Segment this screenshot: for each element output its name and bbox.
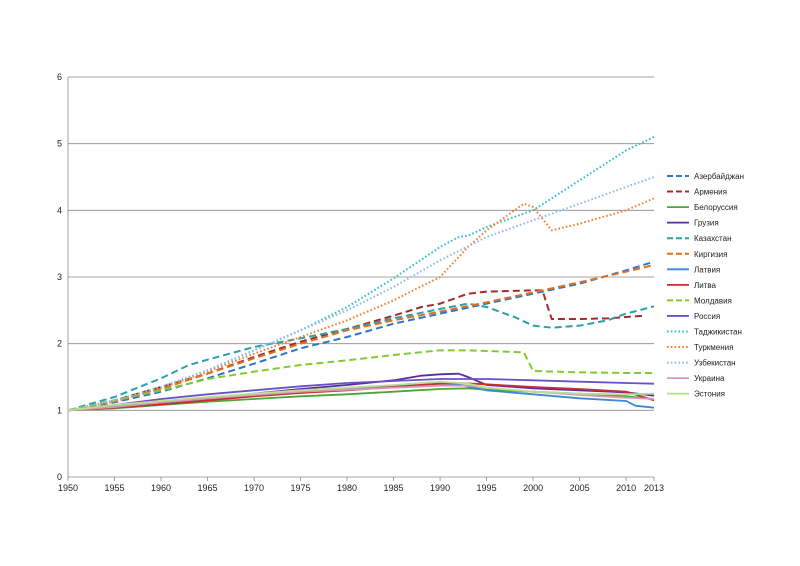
y-tick-label: 3 <box>57 272 62 282</box>
x-tick-label: 1985 <box>384 483 404 493</box>
legend: Азербайджан Армения Белоруссия Грузия Казахс… <box>667 172 744 399</box>
x-tick-label: 1950 <box>58 483 78 493</box>
legend-label: Туркмения <box>694 343 733 352</box>
x-tick-label: 1990 <box>430 483 450 493</box>
legend-label: Киргизия <box>694 250 727 259</box>
x-tick-label: 1970 <box>244 483 264 493</box>
x-tick-label: 2010 <box>616 483 636 493</box>
y-tick-label: 5 <box>57 139 62 149</box>
legend-label: Азербайджан <box>694 172 744 181</box>
legend-label: Россия <box>694 312 720 321</box>
legend-label: Грузия <box>694 219 719 228</box>
x-tick-label: 2013 <box>644 483 664 493</box>
series-line-14 <box>67 380 655 412</box>
series-line-9 <box>67 378 655 412</box>
legend-label: Литва <box>694 281 717 290</box>
y-tick-label: 4 <box>57 205 62 215</box>
x-tick-label: 2005 <box>570 483 590 493</box>
legend-label: Эстония <box>694 390 725 399</box>
x-tick-label: 1955 <box>104 483 124 493</box>
series-line-4 <box>67 302 655 412</box>
legend-label: Украина <box>694 374 725 383</box>
gridlines <box>68 76 654 411</box>
x-tick-label: 2000 <box>523 483 543 493</box>
series-line-11 <box>67 197 655 412</box>
series-line-8 <box>67 349 654 412</box>
legend-label: Таджикистан <box>694 328 742 337</box>
y-axis-ticks: 0 1 2 3 4 5 6 <box>57 72 62 482</box>
axes <box>67 77 654 478</box>
legend-label: Молдавия <box>694 296 732 305</box>
x-axis-ticks: 1950 1955 1960 1965 1970 1975 1980 1985 1990 1995… <box>58 477 664 493</box>
legend-label: Казахстан <box>694 234 732 243</box>
x-tick-label: 1960 <box>151 483 171 493</box>
series-line-12 <box>67 176 655 412</box>
legend-label: Белоруссия <box>694 203 738 212</box>
y-tick-label: 0 <box>57 472 62 482</box>
x-tick-label: 1965 <box>198 483 218 493</box>
x-tick-label: 1995 <box>477 483 497 493</box>
x-tick-label: 1975 <box>291 483 311 493</box>
y-tick-label: 6 <box>57 72 62 82</box>
x-tick-label: 1980 <box>337 483 357 493</box>
y-tick-label: 1 <box>57 405 62 415</box>
legend-label: Узбекистан <box>694 359 736 368</box>
legend-label: Латвия <box>694 265 720 274</box>
legend-label: Армения <box>694 188 727 197</box>
series-lines <box>67 136 655 412</box>
y-tick-label: 2 <box>57 339 62 349</box>
series-line-10 <box>67 136 655 412</box>
